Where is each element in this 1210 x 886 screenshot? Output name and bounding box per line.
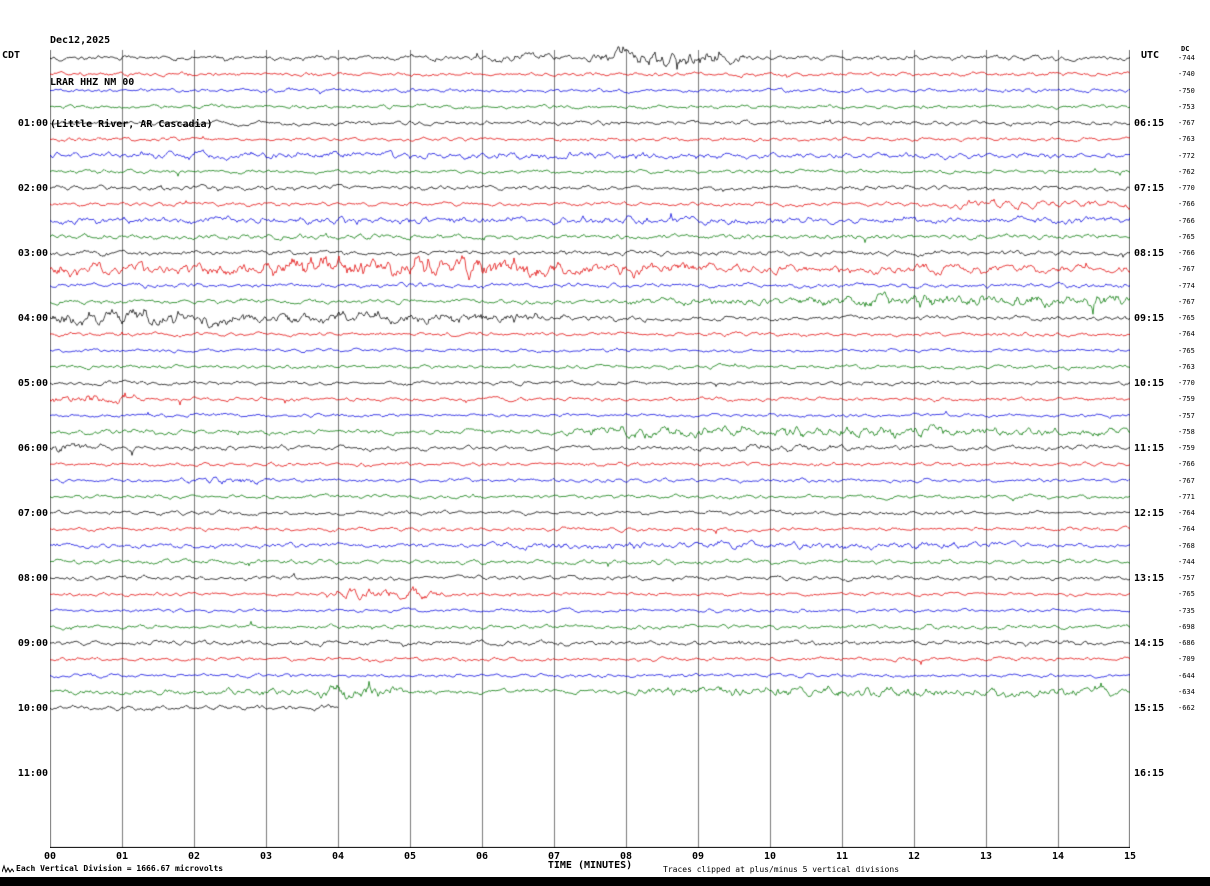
x-tick-label: 13 (979, 851, 993, 862)
right-time-label: 13:15 (1134, 573, 1165, 584)
dc-value: -768 (1178, 541, 1195, 550)
dc-value: -772 (1178, 151, 1195, 160)
left-time-label: 07:00 (17, 508, 48, 519)
x-tick-label: 06 (475, 851, 489, 862)
right-time-label: 06:15 (1134, 118, 1165, 129)
right-time-label: 15:15 (1134, 703, 1165, 714)
dc-value: -767 (1178, 119, 1195, 127)
left-timezone-label: CDT (2, 50, 21, 61)
right-time-label: 09:15 (1134, 313, 1165, 324)
dc-value: -766 (1178, 249, 1195, 257)
dc-value: -763 (1178, 135, 1195, 144)
left-time-label: 08:00 (17, 573, 48, 584)
dc-value: -766 (1178, 200, 1195, 209)
x-tick-label: 11 (835, 851, 849, 862)
x-tick-label: 05 (403, 851, 417, 862)
dc-value: -766 (1178, 460, 1195, 469)
dc-value: -763 (1178, 362, 1195, 371)
dc-value: -757 (1178, 574, 1195, 582)
x-tick-label: 04 (331, 851, 345, 862)
dc-value: -765 (1178, 590, 1195, 599)
x-tick-label: 08 (619, 851, 633, 862)
dc-value: -750 (1178, 86, 1195, 95)
left-time-label: 03:00 (17, 248, 48, 259)
dc-value: -767 (1178, 265, 1195, 274)
left-time-label: 09:00 (17, 638, 48, 649)
dc-value: -766 (1178, 216, 1195, 225)
right-time-label: 16:15 (1134, 768, 1165, 779)
left-time-label: 11:00 (17, 768, 48, 779)
right-time-label: 10:15 (1134, 378, 1165, 389)
dc-column-header: DC (1181, 45, 1190, 53)
dc-value: -644 (1178, 671, 1195, 680)
x-tick-label: 14 (1051, 851, 1065, 862)
x-tick-label: 01 (115, 851, 129, 862)
right-time-label: 07:15 (1134, 183, 1165, 194)
left-time-label: 04:00 (17, 313, 48, 324)
dc-value: -770 (1178, 184, 1195, 192)
dc-value: -771 (1178, 492, 1195, 501)
dc-value: -758 (1178, 427, 1195, 436)
clip-note: Traces clipped at plus/minus 5 vertical … (663, 865, 900, 874)
left-time-label: 01:00 (17, 118, 48, 129)
left-time-label: 02:00 (17, 183, 48, 194)
x-tick-label: 15 (1123, 851, 1137, 862)
dc-value: -759 (1178, 444, 1195, 452)
dc-value: -757 (1178, 411, 1195, 420)
right-timezone-label: UTC (1141, 50, 1160, 61)
dc-value: -753 (1178, 102, 1195, 111)
dc-value: -698 (1178, 622, 1195, 631)
dc-value: -770 (1178, 379, 1195, 387)
x-tick-label: 07 (547, 851, 561, 862)
dc-value: -767 (1178, 476, 1195, 485)
bottom-bar (0, 877, 1210, 886)
left-time-label: 06:00 (17, 443, 48, 454)
right-time-label: 11:15 (1134, 443, 1165, 454)
x-tick-label: 12 (907, 851, 921, 862)
scale-note: Each Vertical Division = 1666.67 microvo… (16, 864, 224, 873)
dc-value: -634 (1178, 687, 1195, 696)
right-time-label: 12:15 (1134, 508, 1165, 519)
x-tick-label: 03 (259, 851, 273, 862)
dc-value: -765 (1178, 346, 1195, 355)
left-time-label: 05:00 (17, 378, 48, 389)
right-time-label: 14:15 (1134, 638, 1165, 649)
seismogram-plot[interactable] (50, 40, 1130, 848)
dc-value: -709 (1178, 655, 1195, 664)
x-tick-label: 10 (763, 851, 777, 862)
x-axis-title: TIME (MINUTES) (547, 860, 633, 871)
dc-value: -765 (1178, 314, 1195, 322)
logo-waveform-icon (2, 864, 14, 874)
dc-value: -774 (1178, 281, 1195, 290)
dc-value: -764 (1178, 525, 1195, 534)
dc-value: -762 (1178, 167, 1195, 176)
dc-value: -744 (1178, 54, 1195, 62)
x-tick-label: 00 (43, 851, 57, 862)
dc-value: -767 (1178, 297, 1195, 306)
x-tick-label: 02 (187, 851, 201, 862)
dc-value: -764 (1178, 330, 1195, 339)
x-tick-label: 09 (691, 851, 705, 862)
dc-value: -765 (1178, 232, 1195, 241)
right-time-label: 08:15 (1134, 248, 1165, 259)
dc-value: -759 (1178, 395, 1195, 404)
dc-value: -735 (1178, 606, 1195, 615)
dc-value: -686 (1178, 639, 1195, 647)
dc-value: -764 (1178, 509, 1195, 517)
left-time-label: 10:00 (17, 703, 48, 714)
dc-value: -740 (1178, 70, 1195, 79)
dc-value: -662 (1178, 704, 1195, 712)
dc-value: -744 (1178, 557, 1195, 566)
